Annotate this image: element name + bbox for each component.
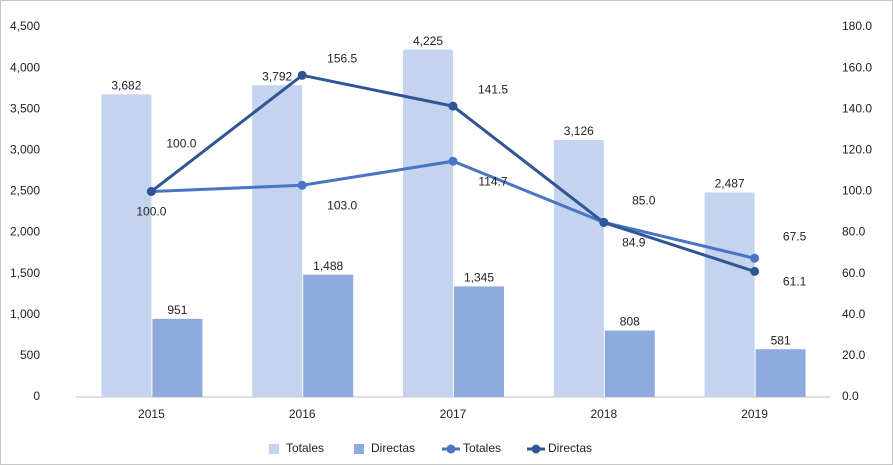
legend-label: Directas [371,441,415,455]
x-tick-label: 2019 [741,407,768,421]
line-value-label: 85.0 [632,193,656,207]
y2-tick-label: 140.0 [842,101,872,115]
bar-value-label: 3,792 [262,69,292,83]
x-tick-label: 2016 [289,407,316,421]
line-marker [750,253,760,263]
bar [152,318,203,397]
bar-value-label: 3,682 [111,78,141,92]
x-tick-label: 2015 [138,407,165,421]
bar-value-label: 2,487 [715,177,745,191]
y-tick-label: 1,500 [10,266,40,280]
line-value-label: 114.7 [478,174,507,188]
line-marker [146,186,156,196]
line-marker [599,217,609,227]
y2-tick-label: 180.0 [842,19,872,33]
line-marker [750,266,760,276]
bar [553,139,604,397]
bar [604,330,655,397]
line-value-label: 100.0 [136,205,166,219]
bar [403,49,453,397]
bar [454,286,504,397]
line-value-label: 84.9 [622,236,646,250]
x-tick-label: 2018 [590,407,617,421]
bar-value-label: 581 [771,333,791,347]
line-value-label: 100.0 [166,137,196,151]
bar-value-label: 1,345 [464,271,494,285]
y-tick-label: 3,000 [10,143,40,157]
bar-value-label: 951 [167,303,187,317]
y2-tick-label: 20.0 [842,348,866,362]
legend-swatch [446,444,456,454]
bar [704,192,755,397]
y-tick-label: 2,500 [10,184,40,198]
y2-tick-label: 120.0 [842,143,872,157]
line-value-label: 61.1 [783,275,807,289]
line-marker [448,156,458,166]
bar-value-label: 808 [620,315,640,329]
line-marker [297,70,307,80]
y2-tick-label: 80.0 [842,225,866,239]
y2-tick-label: 60.0 [842,266,866,280]
y-tick-label: 0 [33,389,40,403]
y-tick-label: 2,000 [10,225,40,239]
legend-label: Totales [286,441,324,455]
line-marker [448,101,458,111]
legend-label: Directas [548,441,592,455]
line-value-label: 67.5 [783,229,807,243]
y2-tick-label: 40.0 [842,307,866,321]
line-value-label: 156.5 [327,51,357,65]
bar-value-label: 3,126 [564,124,594,138]
bar-value-label: 4,225 [413,34,443,48]
y2-tick-label: 100.0 [842,184,872,198]
legend-swatch [269,444,279,454]
bar-value-label: 1,488 [313,259,343,273]
y-tick-label: 3,500 [10,101,40,115]
y2-tick-label: 160.0 [842,60,872,74]
bar [303,274,354,397]
line-value-label: 103.0 [327,198,357,212]
x-tick-label: 2017 [440,407,467,421]
legend-swatch [531,444,541,454]
y-tick-label: 4,500 [10,19,40,33]
y-tick-label: 500 [20,348,40,362]
bar [101,94,152,397]
bar [252,85,303,398]
y-tick-label: 4,000 [10,60,40,74]
line-value-label: 141.5 [478,82,508,96]
legend-swatch [354,444,364,454]
y-tick-label: 1,000 [10,307,40,321]
y2-tick-label: 0.0 [842,389,859,403]
line-marker [297,180,307,190]
bar [755,349,806,397]
legend-label: Totales [463,441,501,455]
